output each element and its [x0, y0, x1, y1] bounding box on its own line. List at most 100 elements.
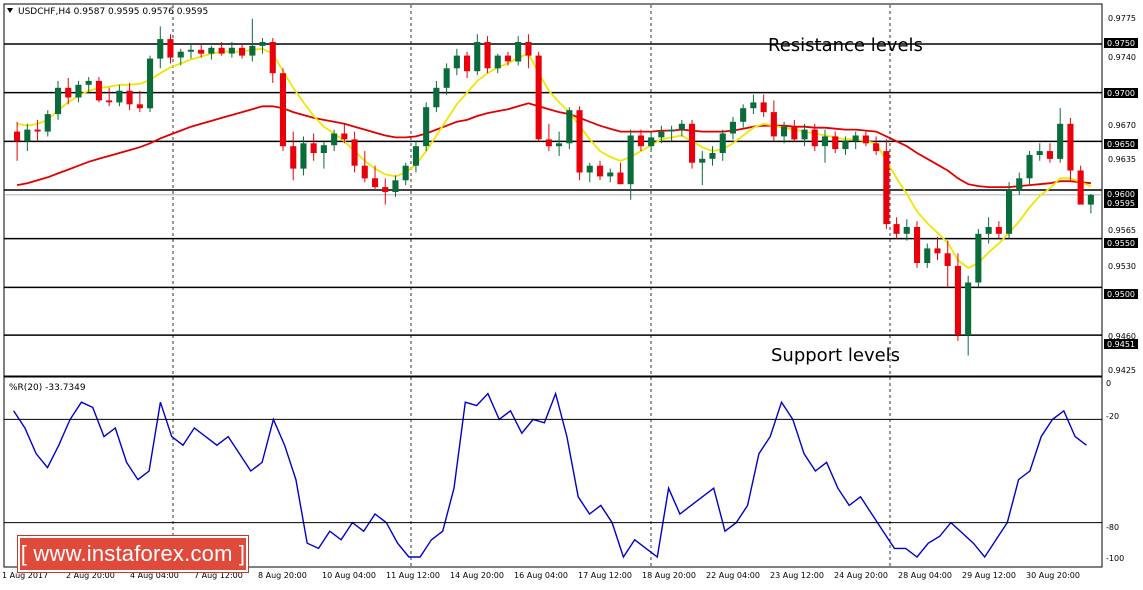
- time-label: 22 Aug 04:00: [706, 571, 760, 580]
- candle-body: [607, 172, 614, 177]
- candle-body: [934, 248, 941, 254]
- candle-body: [525, 42, 532, 56]
- candle-body: [65, 87, 72, 98]
- candle-body: [576, 110, 583, 173]
- candle-body: [811, 129, 818, 147]
- candle-body: [873, 143, 880, 152]
- candle-body: [259, 42, 266, 46]
- time-label: 23 Aug 12:00: [770, 571, 824, 580]
- candle-body: [658, 131, 665, 138]
- level-badge: [1104, 238, 1138, 248]
- candle-body: [484, 42, 491, 69]
- candle-body: [1026, 154, 1033, 179]
- candle-body: [351, 139, 358, 166]
- candle-body: [893, 224, 900, 234]
- time-label: 1 Aug 2017: [2, 571, 48, 580]
- candle-body: [208, 47, 215, 54]
- price-tick: 0.9565: [1108, 226, 1136, 235]
- level-badge-label: 0.9550: [1107, 239, 1135, 248]
- wpr-tick: -80: [1106, 523, 1119, 532]
- time-label: 7 Aug 12:00: [194, 571, 243, 580]
- candle-body: [198, 49, 205, 54]
- level-badge-label: 0.9600: [1107, 190, 1135, 199]
- price-tick: 0.9425: [1108, 366, 1136, 375]
- candle-body: [566, 110, 573, 144]
- candle-body: [637, 135, 644, 147]
- candle-body: [1087, 194, 1094, 205]
- candle-body: [44, 114, 51, 132]
- candle-body: [535, 55, 542, 140]
- candle-body: [965, 282, 972, 336]
- level-badge-label: 0.9650: [1107, 140, 1135, 149]
- level-badge-label: 0.9700: [1107, 89, 1135, 98]
- candle-body: [1046, 151, 1053, 159]
- instaforex-watermark: [ www.instaforex.com ]: [18, 536, 248, 572]
- candle-body: [14, 131, 21, 142]
- candle-body: [627, 135, 634, 185]
- level-badge-label: 0.9750: [1107, 39, 1135, 48]
- candle-body: [187, 49, 194, 52]
- level-badge: [1104, 189, 1138, 199]
- candle-body: [975, 233, 982, 283]
- candle-body: [515, 42, 522, 62]
- candle-body: [821, 136, 828, 147]
- level-badge-label: 0.9500: [1107, 290, 1135, 299]
- candle-body: [914, 227, 921, 263]
- time-label: 4 Aug 04:00: [130, 571, 179, 580]
- candle-body: [954, 265, 961, 335]
- candle-body: [1067, 123, 1074, 171]
- candle-body: [750, 102, 757, 109]
- candle-body: [290, 146, 297, 169]
- time-label: 17 Aug 12:00: [578, 571, 632, 580]
- candle-body: [300, 143, 307, 169]
- williams-r-levels: [4, 418, 1102, 524]
- candle-body: [228, 47, 235, 54]
- candle-body: [464, 55, 471, 72]
- candle-body: [668, 129, 675, 132]
- candle-body: [709, 153, 716, 159]
- fast-moving-average: [16, 47, 1092, 269]
- candle-body: [474, 42, 481, 72]
- candle-body: [729, 121, 736, 134]
- candle-body: [617, 172, 624, 185]
- slow-moving-average: [16, 102, 1091, 189]
- level-badge: [1104, 139, 1138, 149]
- candle-body: [903, 227, 910, 234]
- price-tick: 0.9530: [1108, 262, 1136, 271]
- fast-ma-line: [16, 47, 1092, 269]
- candle-body: [494, 55, 501, 69]
- level-badge-label: 0.9451: [1107, 340, 1135, 349]
- candlestick-series: [14, 18, 1094, 356]
- candle-body: [944, 253, 951, 266]
- collapse-triangle-icon[interactable]: [7, 8, 13, 13]
- slow-ma-line: [16, 102, 1091, 189]
- candle-body: [883, 151, 890, 225]
- candle-body: [597, 165, 604, 177]
- support-label: Support levels: [771, 345, 900, 366]
- time-label: 11 Aug 12:00: [386, 571, 440, 580]
- candle-body: [75, 84, 82, 98]
- candle-body: [167, 39, 174, 58]
- candle-body: [985, 227, 992, 234]
- indicator-axis[interactable]: 0 -20 -80 -100: [1106, 379, 1124, 563]
- candle-body: [218, 47, 225, 54]
- price-axis[interactable]: 0.9775 0.9740 0.9670 0.9635 0.9565 0.953…: [1104, 14, 1138, 375]
- candle-body: [648, 137, 655, 147]
- time-label: 28 Aug 04:00: [898, 571, 952, 580]
- time-axis[interactable]: 1 Aug 2017 2 Aug 20:00 4 Aug 04:00 7 Aug…: [2, 571, 1080, 580]
- candle-body: [341, 133, 348, 140]
- candle-body: [995, 227, 1002, 234]
- indicator-pane[interactable]: [3, 376, 1103, 568]
- candle-body: [678, 123, 685, 130]
- current-price-label: 0.9595: [1107, 199, 1135, 208]
- candle-body: [1036, 151, 1043, 155]
- time-label: 14 Aug 20:00: [450, 571, 504, 580]
- candle-body: [781, 126, 788, 137]
- time-label: 2 Aug 20:00: [66, 571, 115, 580]
- chart-title: USDCHF,H4 0.9587 0.9595 0.9576 0.9595: [18, 7, 208, 17]
- candle-body: [453, 55, 460, 69]
- candle-body: [249, 45, 256, 56]
- candle-body: [740, 108, 747, 122]
